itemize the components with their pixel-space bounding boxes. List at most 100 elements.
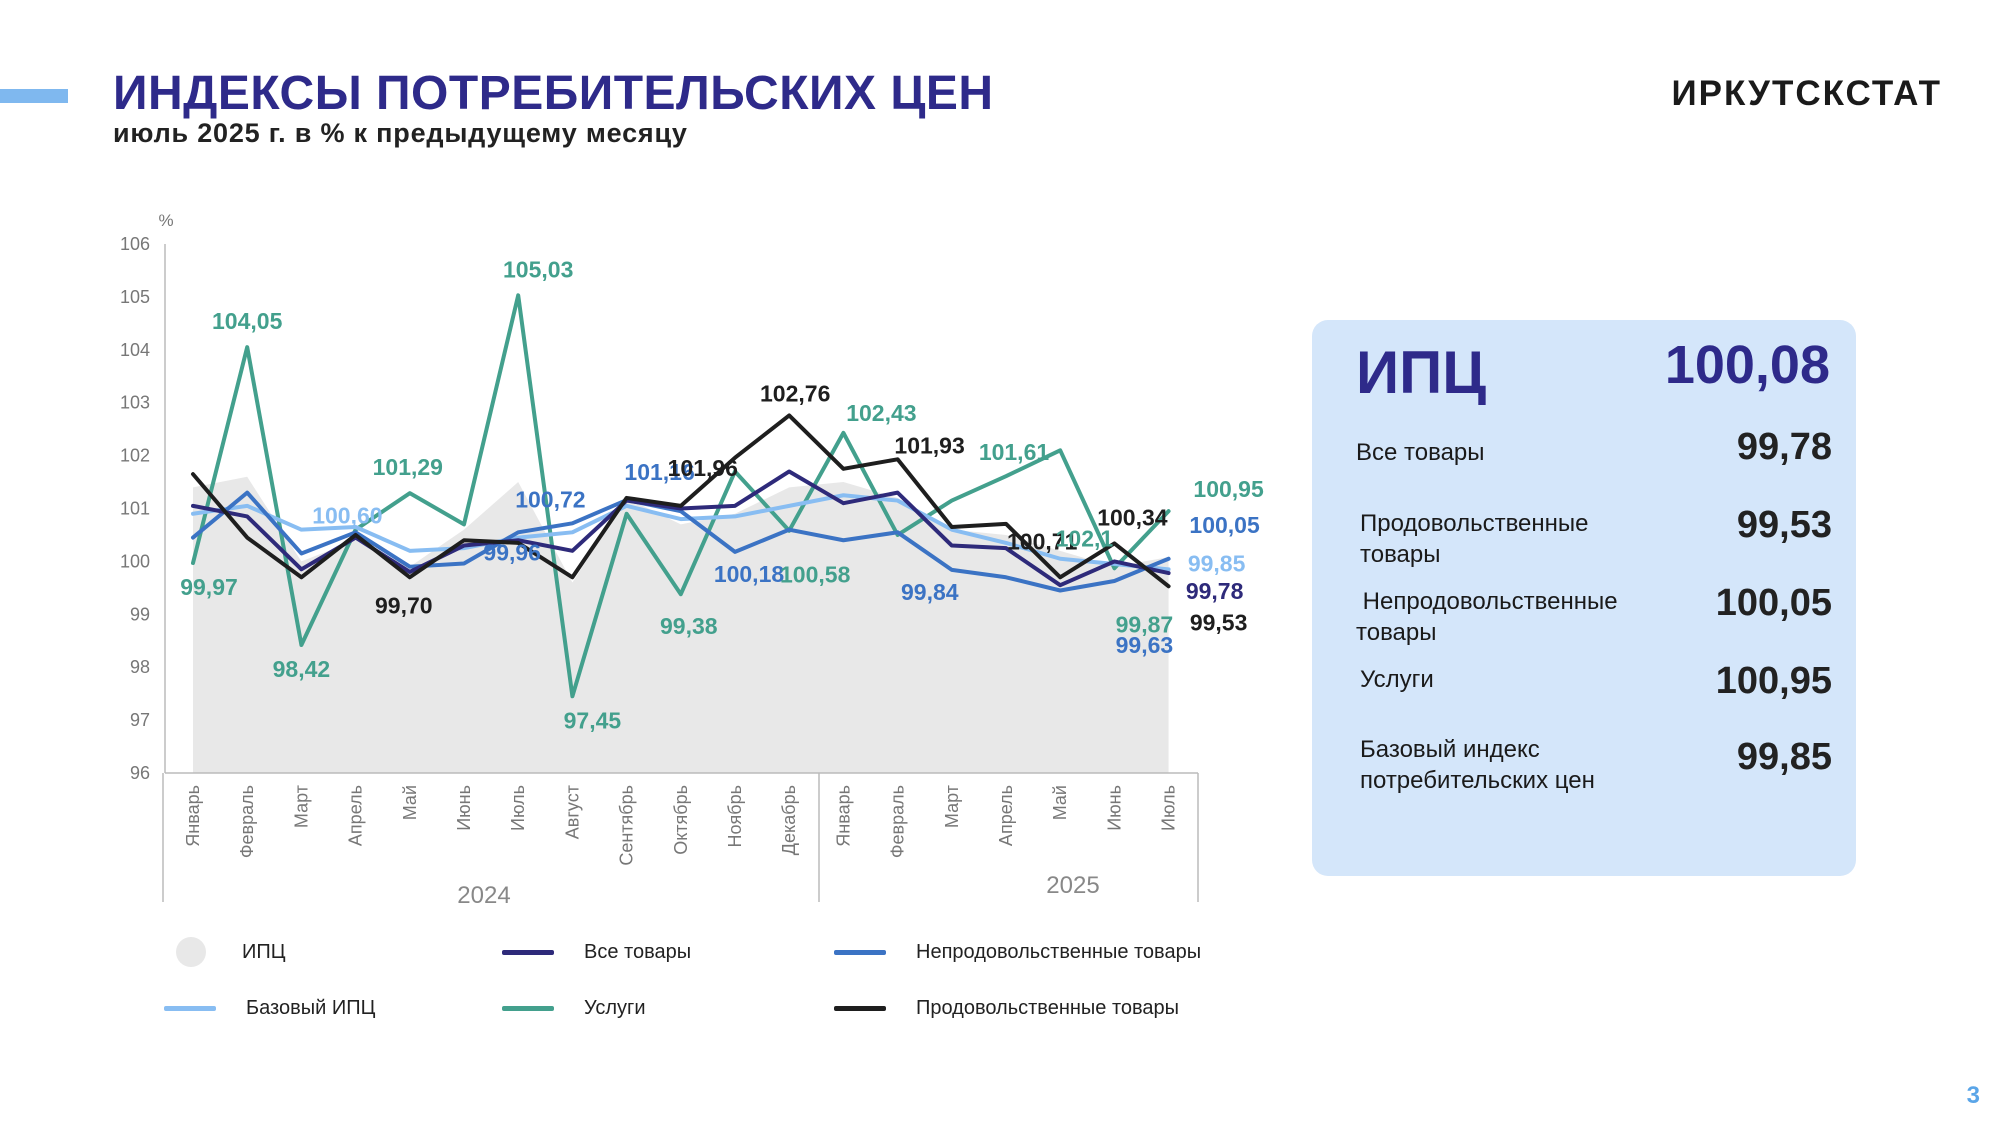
y-tick-label: 104 (120, 340, 150, 360)
summary-value-core: 99,85 (1736, 736, 1832, 778)
data-label: 99,70 (375, 592, 433, 618)
data-label: 102,43 (846, 400, 916, 426)
data-label: 100,71 (1007, 528, 1078, 554)
y-tick-label: 102 (120, 446, 150, 466)
y-axis-label: % (158, 211, 173, 230)
data-label: 101,96 (668, 455, 738, 481)
legend-swatch-cpi (176, 937, 206, 967)
page-title: ИНДЕКСЫ ПОТРЕБИТЕЛЬСКИХ ЦЕН (113, 67, 994, 120)
data-label: 101,61 (979, 439, 1050, 465)
summary-value-services: 100,95 (1715, 660, 1832, 702)
y-tick-label: 106 (120, 234, 150, 254)
legend-label-all-goods: Все товары (584, 941, 692, 963)
x-tick-label: Сентябрь (617, 785, 637, 866)
legend-label-nonfood: Непродовольственные товары (916, 941, 1202, 963)
series-line-nonfood (191, 490, 1171, 593)
summary-main-label: ИПЦ (1356, 339, 1487, 406)
data-label: 101,93 (894, 432, 964, 458)
x-tick-label: Ноябрь (725, 785, 745, 847)
summary-value-food: 99,53 (1736, 504, 1832, 546)
x-tick-label: Март (291, 785, 311, 828)
legend-item-all-goods: Все товары (502, 941, 691, 964)
y-tick-label: 101 (120, 499, 150, 519)
x-tick-label: Май (400, 785, 420, 820)
data-label: 99,84 (901, 579, 959, 605)
page-number: 3 (1966, 1082, 1980, 1109)
data-label: 100,95 (1193, 476, 1264, 502)
x-tick-label: Июль (1159, 785, 1179, 831)
data-label: 102,76 (760, 380, 830, 406)
x-tick-label: Апрель (996, 785, 1016, 846)
legend-swatch-food (834, 1006, 886, 1011)
x-tick-label: Июнь (1104, 785, 1124, 831)
x-tick-label: Февраль (237, 785, 257, 858)
x-tick-label: Январь (833, 785, 853, 847)
x-tick-label: Август (562, 785, 582, 839)
legend-item-food: Продовольственные товары (834, 997, 1179, 1020)
summary-value-all-goods: 99,78 (1736, 426, 1832, 468)
data-label: 100,58 (780, 562, 851, 588)
y-tick-label: 97 (130, 710, 150, 730)
data-label: 104,05 (212, 308, 283, 334)
cpi-line-chart: 96 97 98 99 100 101 102 103 104 105 106% Январь Февр… (120, 211, 1264, 909)
summary-label-services: Услуги (1360, 666, 1434, 693)
x-tick-label: Январь (183, 785, 203, 847)
data-label: 101,29 (373, 454, 443, 480)
data-label: 99,78 (1186, 578, 1244, 604)
x-tick-label: Апрель (346, 785, 366, 846)
legend-label-core: Базовый ИПЦ (246, 997, 376, 1019)
brand-logo: ИРКУТСКСТАТ (1671, 74, 1942, 113)
summary-main-value: 100,08 (1664, 335, 1830, 395)
data-label: 99,53 (1190, 609, 1248, 635)
summary-panel: ИПЦ 100,08 Все товары 99,78 Продовольств… (1312, 320, 1856, 876)
series-line-services (191, 293, 1171, 699)
summary-label-all-goods: Все товары (1356, 439, 1485, 466)
legend-swatch-services (502, 1006, 554, 1011)
data-label: 105,03 (503, 256, 573, 282)
year-group-label: 2025 (1046, 872, 1099, 899)
summary-value-nonfood: 100,05 (1715, 582, 1832, 624)
x-tick-label: Июнь (454, 785, 474, 831)
x-tick-label: Декабрь (779, 785, 799, 855)
y-tick-label: 105 (120, 287, 150, 307)
legend-swatch-nonfood (834, 950, 886, 955)
series-line-all_goods (191, 469, 1171, 588)
data-label: 99,97 (180, 574, 238, 600)
y-tick-label: 103 (120, 393, 150, 413)
legend-label-food: Продовольственные товары (916, 997, 1180, 1019)
legend-swatch-core (164, 1006, 216, 1011)
series-line-core (191, 493, 1171, 572)
legend-item-services: Услуги (502, 997, 646, 1020)
data-label: 99,38 (660, 613, 718, 639)
legend-item-cpi: ИПЦ (172, 937, 286, 967)
x-tick-label: Март (942, 785, 962, 828)
data-label: 101,16 (624, 459, 694, 485)
summary-label-nonfood: Непродовольственные товары (1356, 588, 1625, 646)
data-label: 98,42 (273, 656, 331, 682)
year-group-label: 2024 (457, 882, 510, 909)
legend-item-core: Базовый ИПЦ (164, 997, 375, 1020)
data-label: 102,1 (1056, 525, 1114, 551)
data-label: 97,45 (564, 707, 622, 733)
y-tick-label: 98 (130, 657, 150, 677)
data-label: 100,34 (1097, 504, 1168, 530)
legend-swatch-all-goods (502, 950, 554, 955)
legend-item-nonfood: Непродовольственные товары (834, 941, 1201, 964)
data-label: 99,63 (1116, 632, 1174, 658)
y-tick-label: 100 (120, 551, 150, 571)
summary-label-food: Продовольственные товары (1360, 510, 1589, 568)
x-tick-label: Февраль (888, 785, 908, 858)
data-label: 100,18 (714, 561, 785, 587)
data-label: 99,87 (1116, 611, 1174, 637)
legend-label-services: Услуги (584, 997, 646, 1019)
x-tick-label: Май (1050, 785, 1070, 820)
y-tick-label: 96 (130, 763, 150, 783)
page-subtitle: июль 2025 г. в % к предыдущему месяцу (113, 118, 688, 148)
accent-bar (0, 89, 68, 103)
x-tick-label: Июль (508, 785, 528, 831)
data-label: 100,05 (1189, 512, 1260, 538)
x-tick-label: Октябрь (671, 785, 691, 855)
data-label: 99,96 (483, 539, 541, 565)
data-label: 100,72 (515, 486, 585, 512)
summary-label-core: Базовый индекс потребительских цен (1360, 736, 1595, 794)
